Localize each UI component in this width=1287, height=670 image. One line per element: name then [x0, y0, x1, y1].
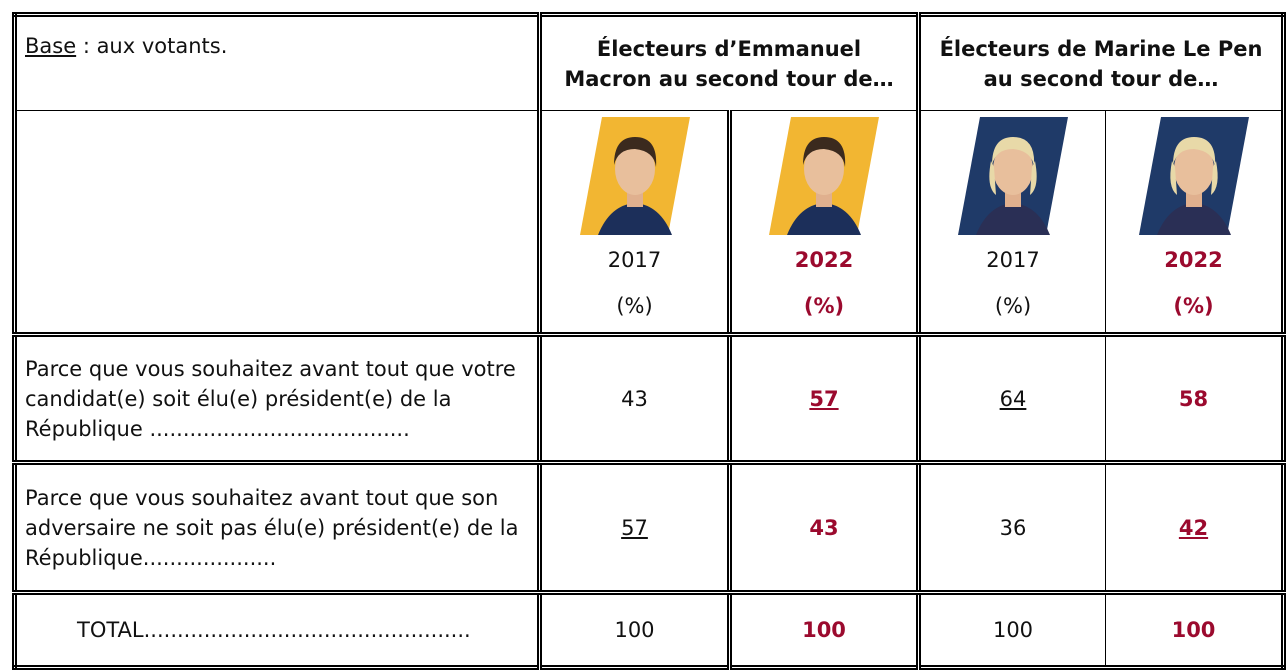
group-header: Électeurs d’Emmanuel Macron au second to… — [540, 15, 919, 111]
group-header: Électeurs de Marine Le Pen au second tou… — [919, 15, 1284, 111]
value: 100 — [614, 618, 654, 642]
unit-label: (%) — [921, 283, 1105, 329]
value: 64 — [1000, 387, 1027, 411]
results-table: Base : aux votants. Électeurs d’Emmanuel… — [12, 12, 1286, 670]
column-header: 2017(%) — [919, 111, 1106, 335]
page: Base : aux votants. Électeurs d’Emmanuel… — [0, 0, 1287, 667]
value-cell: 58 — [1106, 335, 1284, 463]
portrait-box — [1106, 115, 1281, 237]
year-label: 2017 — [921, 237, 1105, 283]
value-cell: 100 — [730, 593, 919, 668]
value-cell: 64 — [919, 335, 1106, 463]
value: 43 — [621, 387, 648, 411]
row-label: Parce que vous souhaitez avant tout que … — [15, 335, 540, 463]
value: 57 — [621, 516, 648, 540]
value-cell: 43 — [730, 463, 919, 593]
base-cell: Base : aux votants. — [15, 15, 540, 111]
value: 57 — [809, 387, 838, 411]
value: 100 — [802, 618, 846, 642]
value: 43 — [809, 516, 838, 540]
value-cell: 100 — [1106, 593, 1284, 668]
year-label: 2022 — [1106, 237, 1281, 283]
column-header: 2017(%) — [540, 111, 730, 335]
base-text: : aux votants. — [76, 34, 227, 58]
value: 36 — [1000, 516, 1027, 540]
column-header: 2022(%) — [730, 111, 919, 335]
value: 42 — [1179, 516, 1208, 540]
base-label: Base — [25, 34, 76, 58]
value: 100 — [993, 618, 1033, 642]
value: 58 — [1179, 387, 1208, 411]
value-cell: 43 — [540, 335, 730, 463]
portrait — [958, 117, 1068, 235]
portrait-box — [542, 115, 727, 237]
data-row: Parce que vous souhaitez avant tout que … — [15, 463, 1284, 593]
portrait — [769, 117, 879, 235]
portrait-box — [921, 115, 1105, 237]
portrait — [580, 117, 690, 235]
column-header: 2022(%) — [1106, 111, 1284, 335]
unit-label: (%) — [542, 283, 727, 329]
data-row: Parce que vous souhaitez avant tout que … — [15, 335, 1284, 463]
row-label: TOTAL...................................… — [15, 593, 540, 668]
empty-cell — [15, 111, 540, 335]
value-cell: 57 — [730, 335, 919, 463]
data-row: TOTAL...................................… — [15, 593, 1284, 668]
year-label: 2022 — [732, 237, 916, 283]
value: 100 — [1172, 618, 1216, 642]
value-cell: 36 — [919, 463, 1106, 593]
row-label: Parce que vous souhaitez avant tout que … — [15, 463, 540, 593]
portrait-box — [732, 115, 916, 237]
value-cell: 100 — [540, 593, 730, 668]
value-cell: 57 — [540, 463, 730, 593]
value-cell: 100 — [919, 593, 1106, 668]
portrait — [1139, 117, 1249, 235]
value-cell: 42 — [1106, 463, 1284, 593]
unit-label: (%) — [1106, 283, 1281, 329]
unit-label: (%) — [732, 283, 916, 329]
year-label: 2017 — [542, 237, 727, 283]
